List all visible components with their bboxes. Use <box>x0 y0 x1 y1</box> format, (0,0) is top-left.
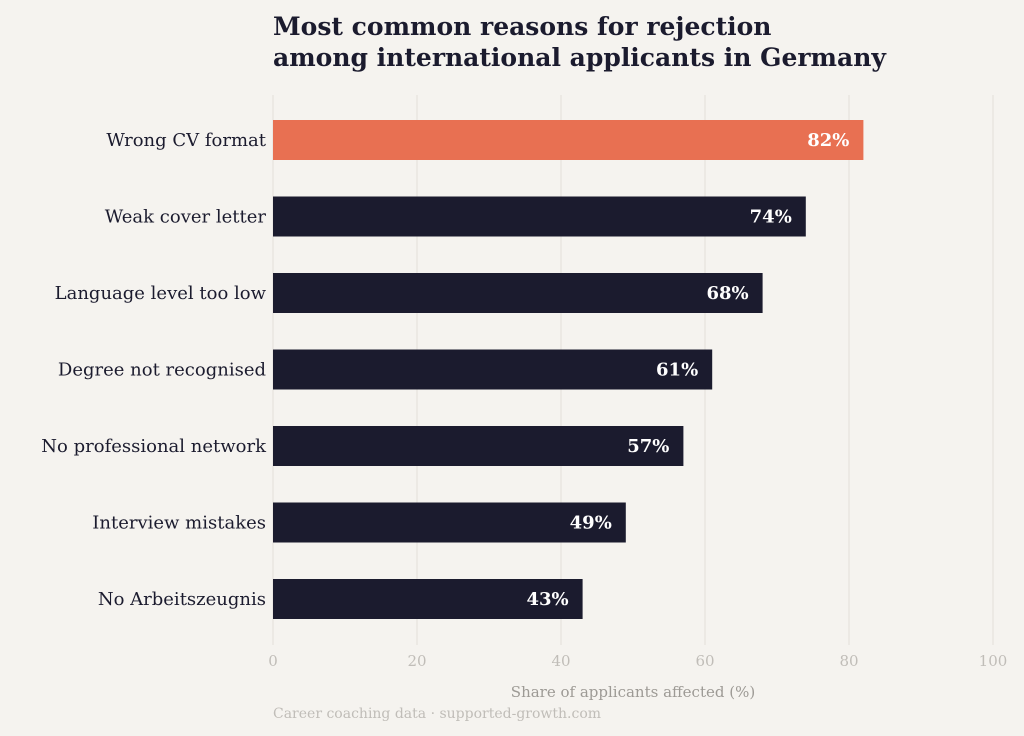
data-label: 61% <box>656 360 698 381</box>
source-note: Career coaching data · supported-growth.… <box>273 706 601 722</box>
category-label: Weak cover letter <box>105 207 267 228</box>
category-label: Degree not recognised <box>58 360 266 381</box>
bar <box>273 120 864 160</box>
x-tick-label: 20 <box>407 652 426 670</box>
x-axis-label: Share of applicants affected (%) <box>511 683 755 701</box>
x-tick-label: 80 <box>839 652 858 670</box>
bar <box>273 579 583 619</box>
bar <box>273 426 684 466</box>
category-label: No professional network <box>41 436 267 457</box>
data-label: 74% <box>750 207 792 228</box>
data-label: 82% <box>807 130 849 151</box>
bar <box>273 273 763 313</box>
x-tick-label: 40 <box>551 652 570 670</box>
chart-title-line-2: among international applicants in German… <box>273 43 887 72</box>
category-label: No Arbeitszeugnis <box>98 589 266 610</box>
x-tick-label: 60 <box>695 652 714 670</box>
x-tick-label: 0 <box>268 652 278 670</box>
chart-title-line-1: Most common reasons for rejection <box>273 12 771 41</box>
category-label: Interview mistakes <box>92 513 266 534</box>
bar <box>273 349 713 390</box>
data-label: 43% <box>526 589 568 610</box>
bar <box>273 196 806 237</box>
data-label: 68% <box>706 283 748 304</box>
data-label: 57% <box>627 436 669 457</box>
category-label: Wrong CV format <box>106 130 266 151</box>
x-tick-label: 100 <box>979 652 1008 670</box>
category-label: Language level too low <box>55 283 267 304</box>
bar <box>273 502 626 543</box>
data-label: 49% <box>570 513 612 534</box>
